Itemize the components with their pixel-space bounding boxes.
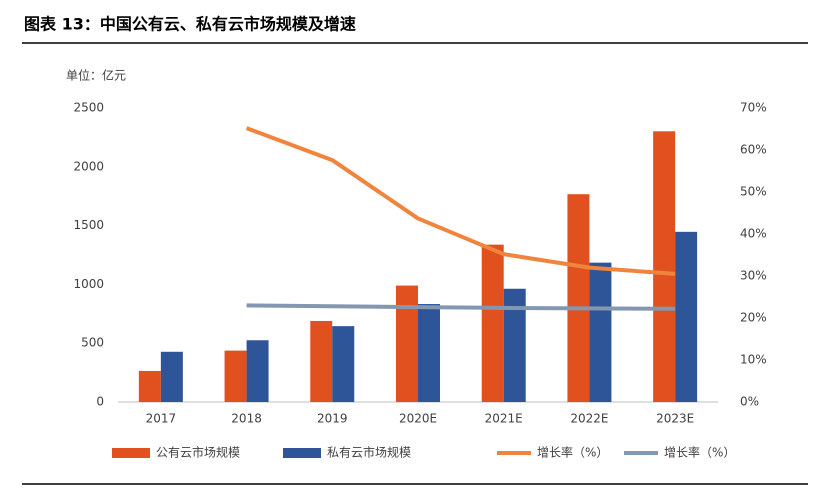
bar [418,304,440,402]
legend-label: 增长率（%） [537,445,608,460]
bar [503,288,526,402]
x-tick-label: 2019 [317,412,348,426]
bar [310,320,333,402]
bar [481,244,504,402]
y-tick-label: 1000 [73,277,104,291]
y-tick-label: 2500 [73,101,104,115]
chart-title: 图表 13：中国公有云、私有云市场规模及增速 [24,15,356,34]
line [246,303,676,311]
legend-swatch [112,448,150,458]
y2-tick-label: 50% [740,185,767,199]
bar [567,194,590,402]
bar [246,340,269,402]
y2-tick-label: 30% [740,269,767,283]
y-tick-label: 500 [81,336,104,350]
y-tick-label: 1500 [73,218,104,232]
legend-swatch [283,448,321,458]
y2-tick-label: 20% [740,311,767,325]
x-tick-label: 2023E [656,412,694,426]
bar [224,350,247,402]
y2-tick-label: 10% [740,353,767,367]
y2-tick-label: 60% [740,143,767,157]
legend-label: 增长率（%） [664,445,735,460]
bar [160,351,183,402]
y-tick-label: 0 [96,395,104,409]
line [245,126,676,276]
bar [138,370,161,402]
bar [396,285,418,402]
x-tick-label: 2017 [146,412,177,426]
x-tick-label: 2021E [485,412,523,426]
legend-label: 公有云市场规模 [156,445,240,460]
unit-label: 单位：亿元 [66,68,126,83]
x-tick-label: 2020E [399,412,437,426]
bar [653,131,676,403]
bar [589,262,612,402]
x-tick-label: 2022E [570,412,608,426]
bar [675,231,698,402]
y-tick-label: 2000 [73,159,104,173]
y2-tick-label: 40% [740,227,767,241]
legend-label: 私有云市场规模 [327,445,411,460]
y2-tick-label: 0% [740,395,759,409]
x-tick-label: 2018 [231,412,262,426]
bar [332,326,355,402]
y2-tick-label: 70% [740,101,767,115]
